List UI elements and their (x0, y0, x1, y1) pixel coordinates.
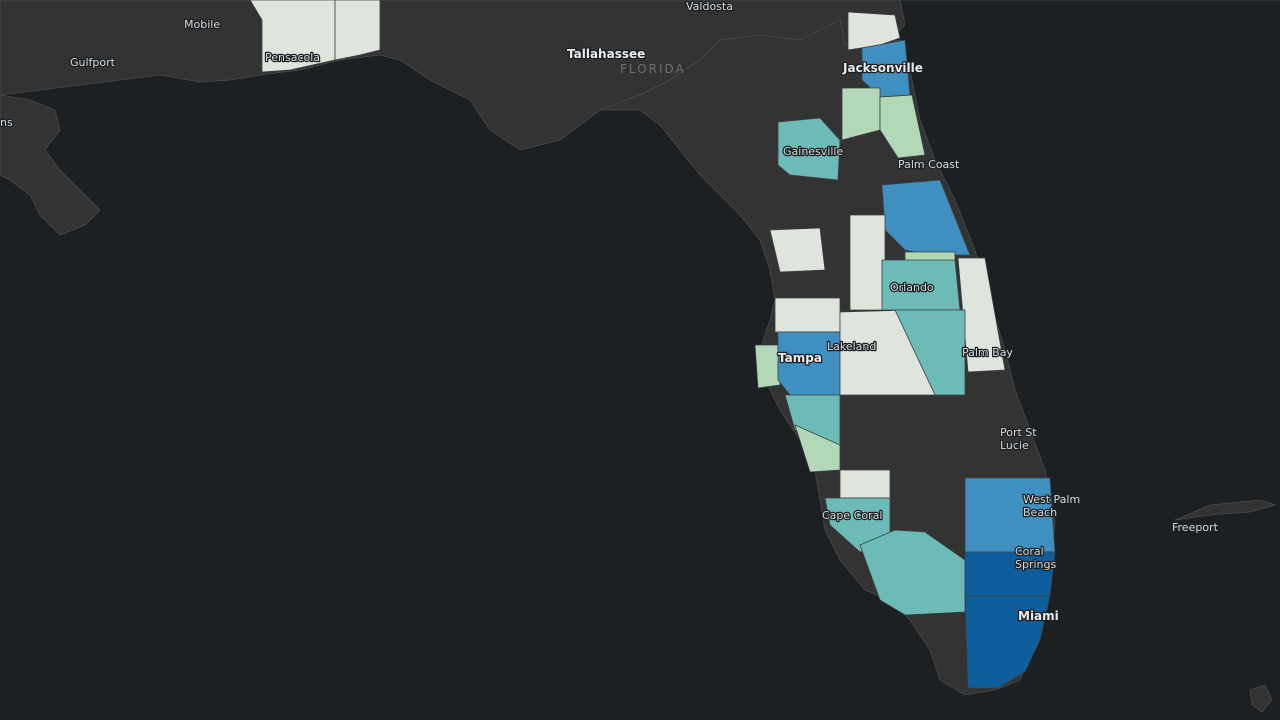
city-label-tallahassee: Tallahassee (567, 47, 645, 61)
county-citrus[interactable] (769, 227, 826, 273)
county-santa-rosa[interactable] (334, 0, 381, 61)
county-pinellas[interactable] (754, 344, 781, 389)
city-label-gainesville: Gainesville (783, 145, 843, 158)
city-label-orlando: Orlando (890, 281, 934, 294)
city-label-port-st-lucie: Port St Lucie (1000, 426, 1037, 452)
land-abaco (1249, 684, 1273, 713)
county-nassau[interactable] (847, 11, 901, 51)
label-layer: FLORIDA Valdosta Mobile Gulfport Pensaco… (0, 0, 1220, 624)
county-pasco[interactable] (774, 297, 841, 333)
city-label-mobile: Mobile (184, 18, 220, 31)
city-label-cape-coral: Cape Coral (822, 509, 882, 522)
land-louisiana (0, 94, 101, 236)
county-miami-dade[interactable] (964, 595, 1051, 689)
city-label-jacksonville: Jacksonville (842, 61, 923, 75)
city-label-coral-springs: Coral Springs (1015, 545, 1056, 571)
county-osceola[interactable] (894, 309, 966, 396)
county-alachua[interactable] (777, 117, 841, 181)
city-label-west-palm-beach: West Palm Beach (1023, 493, 1080, 519)
city-label-valdosta: Valdosta (686, 0, 733, 13)
county-lake[interactable] (849, 214, 886, 311)
city-label-palm-bay: Palm Bay (962, 346, 1013, 359)
county-st-johns[interactable] (879, 94, 926, 159)
county-layer (249, 0, 1056, 689)
county-escambia[interactable] (249, 0, 336, 73)
city-label-gulfport: Gulfport (70, 56, 116, 69)
city-label-lakeland: Lakeland (827, 340, 876, 353)
land-grand-bahama (1174, 499, 1277, 521)
state-label: FLORIDA (620, 62, 686, 76)
county-charlotte[interactable] (839, 469, 891, 499)
city-label-freeport: Freeport (1172, 521, 1219, 534)
city-label-miami: Miami (1018, 609, 1059, 623)
city-label-ns: ns (0, 116, 13, 129)
city-label-tampa: Tampa (778, 351, 822, 365)
city-label-palm-coast: Palm Coast (898, 158, 960, 171)
city-label-pensacola: Pensacola (265, 51, 320, 64)
